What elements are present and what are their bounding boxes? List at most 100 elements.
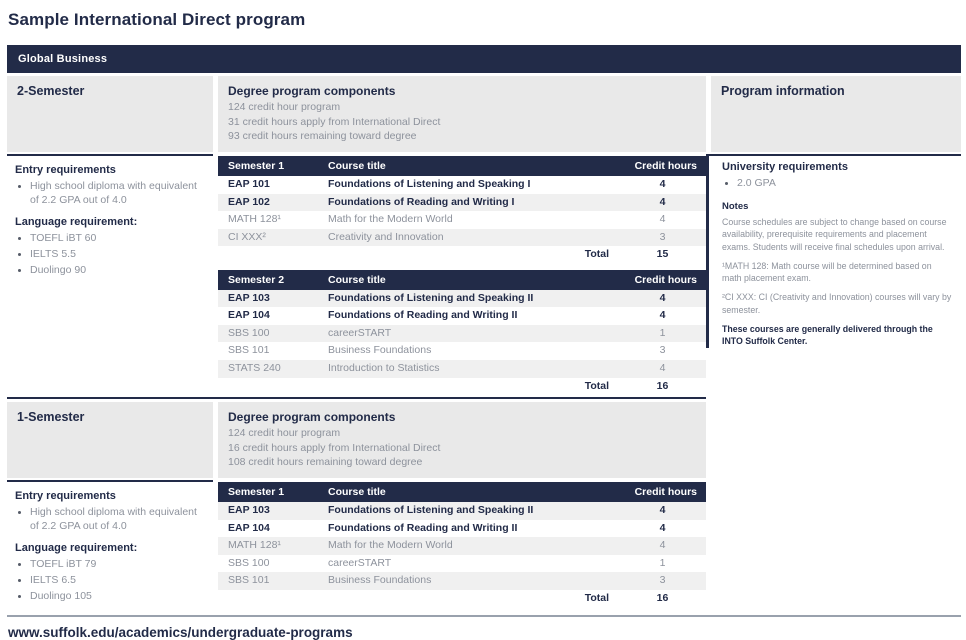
course-title-cell: Foundations of Listening and Speaking II (328, 504, 534, 517)
course-tables-1sem: Semester 1 Course title Credit hours EAP… (218, 480, 706, 611)
program-banner: Global Business (7, 45, 961, 73)
course-title-cell: Creativity and Innovation (328, 230, 444, 243)
credit-hours-column-header: Credit hours (618, 156, 706, 177)
table-row: STATS 240 Introduction to Statistics 4 (218, 359, 706, 378)
degree-components-heading: Degree program components (228, 84, 396, 98)
entry-requirements-heading: Entry requirements (15, 490, 116, 503)
program-info-heading: Program information (721, 84, 845, 98)
table-row: EAP 101 Foundations of Listening and Spe… (218, 176, 706, 194)
course-code-cell: EAP 104 (228, 309, 270, 322)
course-code-cell: STATS 240 (228, 361, 281, 374)
total-label: Total (584, 591, 609, 604)
total-row: Total 16 (218, 590, 706, 608)
table-row: CI XXX² Creativity and Innovation 3 (218, 228, 706, 247)
language-requirement-item: Duolingo 105 (30, 590, 205, 604)
total-label: Total (584, 379, 609, 392)
course-title-cell: Business Foundations (328, 574, 432, 587)
note-ci-xxx: ²CI XXX: CI (Creativity and Innovation) … (722, 292, 952, 315)
notes-heading: Notes (722, 200, 749, 212)
course-title-cell: Foundations of Reading and Writing I (328, 195, 515, 208)
entry-requirements-1sem: Entry requirements High school diploma w… (7, 480, 213, 611)
entry-requirement-item: High school diploma with equivalent of 2… (30, 180, 205, 208)
credit-hours-cell: 4 (659, 539, 666, 552)
page-title: Sample International Direct program (8, 10, 306, 29)
accent-vertical-rule (706, 154, 709, 349)
footer-url: www.suffolk.edu/academics/undergraduate-… (8, 625, 353, 640)
course-title-cell: Foundations of Reading and Writing II (328, 309, 518, 322)
spacer-cell (218, 378, 318, 396)
total-credits: 16 (656, 379, 669, 392)
course-title-cell: Foundations of Reading and Writing II (328, 521, 518, 534)
credit-hours-cell: 4 (659, 195, 666, 208)
course-code-cell: EAP 104 (228, 521, 270, 534)
table-row: SBS 100 careerSTART 1 (218, 324, 706, 343)
program-information-panel: University requirements 2.0 GPA Notes Co… (706, 154, 961, 395)
course-title-cell: careerSTART (328, 326, 392, 339)
credit-hours-cell: 4 (659, 309, 666, 322)
band-cell-degree-components: Degree program components 124 credit hou… (218, 402, 706, 479)
course-title-column-header: Course title (318, 269, 618, 290)
body-1-semester: Entry requirements High school diploma w… (7, 480, 961, 611)
course-title-cell: Math for the Modern World (328, 539, 453, 552)
note-math-128: ¹MATH 128: Math course will be determine… (722, 260, 932, 284)
credit-hours-cell: 1 (659, 326, 666, 339)
language-requirement-heading: Language requirement: (15, 541, 138, 554)
degree-line: 124 credit hour program (228, 101, 341, 113)
degree-line: 93 credit hours remaining toward degree (228, 130, 417, 143)
credit-hours-cell: 4 (659, 213, 666, 226)
course-code-cell: SBS 101 (228, 574, 270, 587)
program-banner-label: Global Business (18, 53, 108, 65)
semester-1-table: Semester 1 Course title Credit hours EAP… (218, 156, 706, 264)
total-credits: 15 (656, 248, 669, 261)
course-code-cell: EAP 102 (228, 195, 270, 208)
language-requirements-list: TOEFL iBT 79 IELTS 6.5 Duolingo 105 (15, 558, 205, 604)
credit-hours-column-header: Credit hours (618, 269, 706, 290)
total-credits: 16 (656, 591, 669, 604)
credit-hours-cell: 4 (659, 178, 666, 191)
table-header-row: Semester 1 Course title Credit hours (218, 156, 706, 177)
table-row: EAP 102 Foundations of Reading and Writi… (218, 193, 706, 212)
semester-column-header: Semester 1 (218, 482, 318, 503)
empty-right-panel (711, 480, 961, 611)
credit-hours-cell: 3 (659, 230, 666, 243)
language-requirement-item: IELTS 5.5 (30, 248, 205, 262)
semester-column-header: Semester 2 (218, 269, 318, 290)
table-row: MATH 128¹ Math for the Modern World 4 (218, 211, 706, 229)
band-cell-semester-count: 1-Semester (7, 402, 213, 479)
course-code-cell: EAP 103 (228, 504, 270, 517)
band-2-semester: 2-Semester Degree program components 124… (7, 76, 961, 153)
table-header-row: Semester 2 Course title Credit hours (218, 269, 706, 290)
language-requirement-heading: Language requirement: (15, 215, 138, 228)
course-code-cell: SBS 101 (228, 344, 270, 357)
band-cell-program-info: Program information (711, 76, 961, 153)
degree-line: 124 credit hour program (228, 427, 341, 440)
course-code-cell: SBS 100 (228, 556, 270, 569)
note-into-suffolk-center: These courses are generally delivered th… (722, 324, 933, 347)
section-divider (7, 397, 706, 400)
language-requirement-item: IELTS 6.5 (30, 574, 205, 588)
table-row: EAP 103 Foundations of Listening and Spe… (218, 502, 706, 520)
degree-line: 31 credit hours apply from International… (228, 115, 441, 128)
course-title-cell: Introduction to Statistics (328, 361, 440, 374)
gpa-requirement-item: 2.0 GPA (737, 177, 953, 191)
course-code-cell: CI XXX² (228, 230, 266, 243)
section-label-1-semester: 1-Semester (17, 410, 85, 425)
note-schedules: Course schedules are subject to change b… (722, 216, 947, 252)
entry-requirements-2sem: Entry requirements High school diploma w… (7, 154, 213, 395)
body-2-semester: Entry requirements High school diploma w… (7, 154, 961, 395)
total-row: Total 16 (218, 378, 706, 396)
university-requirements-heading: University requirements (722, 161, 848, 174)
credit-hours-cell: 4 (659, 521, 666, 534)
table-row: SBS 101 Business Foundations 3 (218, 572, 706, 590)
course-title-cell: Math for the Modern World (328, 213, 453, 226)
table-row: EAP 104 Foundations of Reading and Writi… (218, 307, 706, 325)
table-row: SBS 101 Business Foundations 3 (218, 342, 706, 360)
spacer-cell (218, 246, 318, 264)
course-title-cell: Business Foundations (328, 344, 432, 357)
course-code-cell: SBS 100 (228, 326, 270, 339)
table-row: SBS 100 careerSTART 1 (218, 555, 706, 573)
credit-hours-cell: 4 (659, 504, 666, 517)
band-1-semester: 1-Semester Degree program components 124… (7, 402, 961, 479)
band-cell-semester-count: 2-Semester (7, 76, 213, 153)
